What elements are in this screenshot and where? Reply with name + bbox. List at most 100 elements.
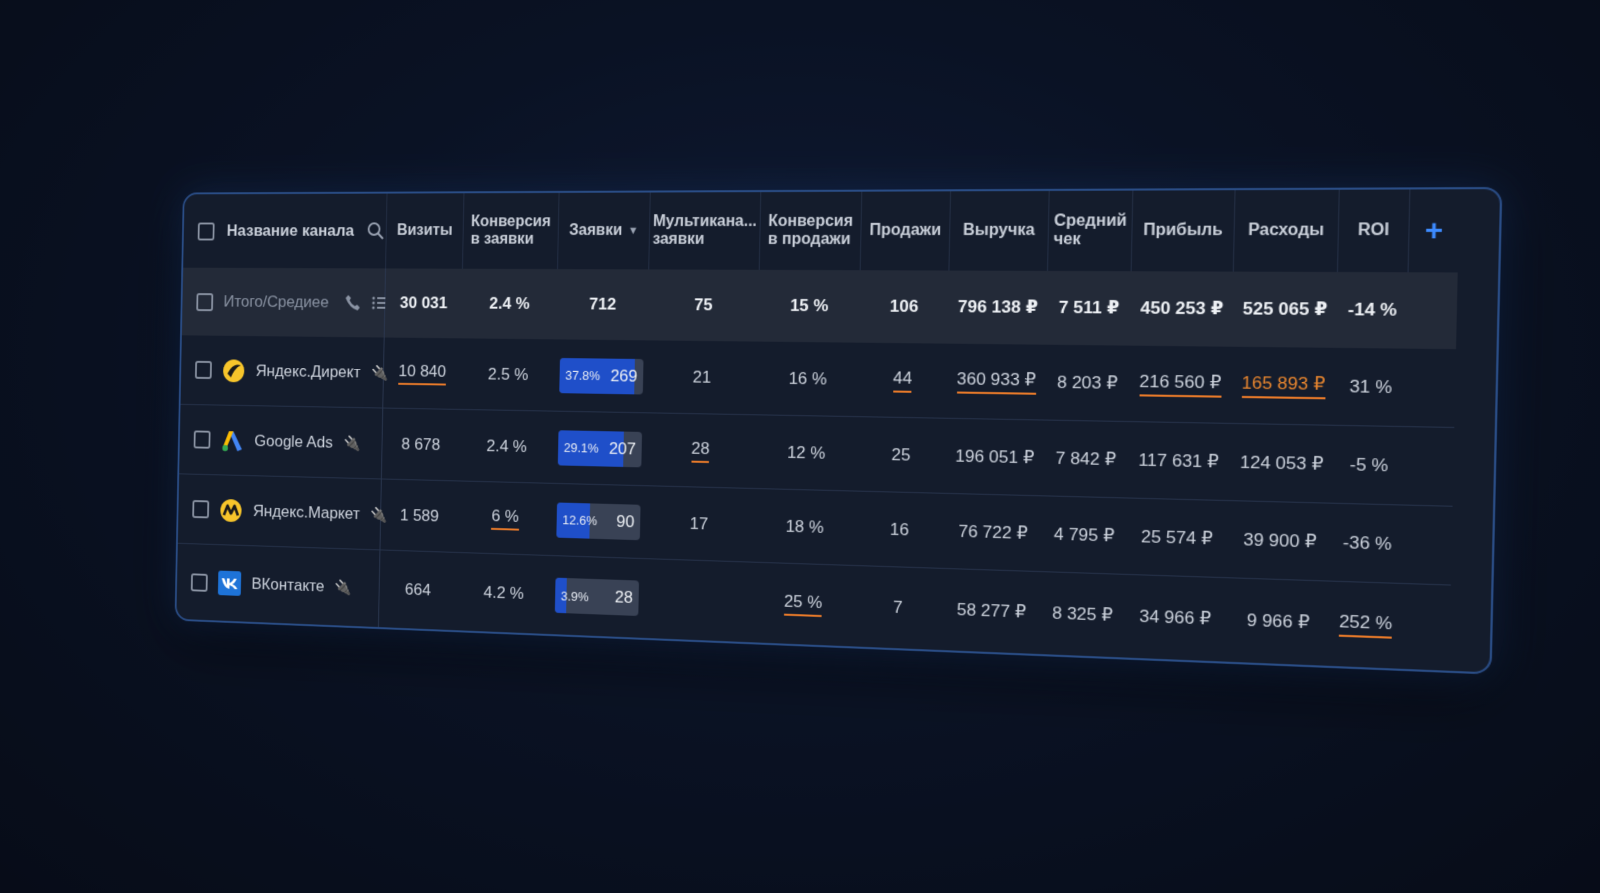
row-checkbox[interactable] [194,360,212,379]
table-row-name: Яндекс.Маркет 🔌 [177,474,388,551]
row-conv-sales: 18 % [753,488,857,566]
sort-down-icon: ▼ [627,225,639,237]
row-visits[interactable]: 10 840 [383,337,462,410]
plus-icon: + [1424,213,1444,247]
table-row-name: ВКонтакте 🔌 [176,543,381,628]
row-conv-sales: 12 % [755,415,858,492]
row-multichannel: 21 [646,340,759,416]
channel-name[interactable]: ВКонтакте [251,574,325,596]
row-revenue[interactable]: 360 933 ₽ [946,343,1047,421]
row-conv-leads[interactable]: 6 % [457,481,554,557]
header-profit[interactable]: Прибыль [1131,190,1236,272]
channel-name[interactable]: Google Ads [254,431,333,452]
row-checkbox[interactable] [193,430,211,449]
row-roi: -36 % [1331,503,1404,584]
row-expenses[interactable]: 165 893 ₽ [1230,346,1337,426]
row-leads[interactable]: 3.9% 28 [551,556,644,638]
total-visits: 30 031 [384,268,463,339]
header-leads[interactable]: Заявки ▼ [557,192,651,270]
search-icon[interactable] [367,221,386,240]
leads-bar: 29.1% 207 [557,429,643,467]
google-ads-logo-icon [221,428,244,453]
row-visits: 664 [404,580,432,600]
row-multichannel: 17 [643,486,756,563]
header-sales[interactable]: Продажи [860,191,952,271]
channel-name[interactable]: Яндекс.Маркет [252,501,360,523]
header-visits[interactable]: Визиты [385,193,465,269]
row-empty [1403,427,1455,507]
row-expenses: 39 900 ₽ [1227,501,1333,582]
row-profit[interactable]: 216 560 ₽ [1128,345,1233,424]
row-sales[interactable]: 44 [857,342,948,419]
row-empty [1401,505,1453,586]
row-expenses: 9 966 ₽ [1246,610,1310,633]
row-revenue: 196 051 ₽ [944,418,1045,497]
row-avg-check: 8 325 ₽ [1051,603,1114,626]
row-revenue: 76 722 ₽ [943,493,1044,573]
row-expenses: 124 053 ₽ [1228,423,1335,504]
plug-icon: 🔌 [343,435,361,452]
table-row-name: Google Ads 🔌 [179,404,384,480]
row-avg-check: 7 842 ₽ [1043,420,1129,499]
table-row-name: Яндекс.Директ 🔌 [180,335,389,409]
row-roi: -5 % [1332,425,1406,506]
row-conv-leads: 2.5 % [460,338,557,412]
leads-bar: 3.9% 28 [554,577,640,616]
header-revenue[interactable]: Выручка [949,190,1050,271]
row-profit: 117 631 ₽ [1126,422,1231,502]
total-revenue: 796 138 ₽ [947,270,1049,345]
row-conv-leads: 2.4 % [458,409,556,484]
total-empty [1406,272,1458,350]
header-channel: Название канала [183,193,388,269]
row-leads[interactable]: 29.1% 207 [553,411,647,487]
row-multichannel[interactable]: 28 [644,413,757,489]
total-checkbox[interactable] [196,292,214,311]
row-sales: 7 [892,597,903,618]
row-conv-leads: 4.2 % [483,582,525,603]
row-checkbox[interactable] [190,572,208,592]
row-roi[interactable]: 252 % [1329,582,1401,669]
header-conv-leads[interactable]: Конверсия в заявки [462,192,560,270]
leads-bar: 37.8% 269 [559,357,644,395]
total-roi: -14 % [1336,271,1409,349]
total-label: Итого/Средиее [223,292,329,312]
row-leads[interactable]: 12.6% 90 [552,483,645,560]
total-conv-leads: 2.4 % [461,268,558,340]
row-sales: 25 [856,417,947,494]
total-leads: 712 [556,269,650,341]
total-row-name: Итого/Средиее [181,267,389,338]
header-expenses[interactable]: Расходы [1233,189,1340,272]
row-profit: 34 966 ₽ [1139,606,1212,629]
row-empty [1400,584,1451,671]
row-leads[interactable]: 37.8% 269 [555,339,648,414]
phone-icon[interactable] [345,294,362,311]
total-avg-check: 7 511 ₽ [1046,270,1132,346]
total-sales: 106 [859,270,950,344]
header-multichannel[interactable]: Мультикана... заявки [649,192,762,270]
row-empty [1405,348,1457,428]
row-checkbox[interactable] [192,500,210,519]
row-visits: 1 589 [380,479,459,553]
vk-logo-icon [217,570,242,596]
header-conv-sales[interactable]: Конверсия в продажи [759,191,863,271]
leads-bar: 12.6% 90 [556,502,641,540]
yandex-direct-logo-icon [222,358,245,383]
select-all-checkbox[interactable] [197,222,215,240]
total-expenses: 525 065 ₽ [1232,271,1339,348]
header-roi[interactable]: ROI [1338,189,1411,273]
row-conv-sales[interactable]: 25 % [752,563,854,647]
row-conv-sales: 16 % [756,341,860,418]
add-column-button[interactable]: + [1409,189,1460,272]
row-visits: 8 678 [381,408,461,482]
row-multichannel [642,559,754,642]
header-avg-check[interactable]: Средний чек [1048,190,1134,272]
header-channel-label: Название канала [226,221,355,240]
row-revenue: 58 277 ₽ [956,599,1027,622]
yandex-market-logo-icon [219,497,242,522]
row-profit: 25 574 ₽ [1125,498,1229,579]
channel-name[interactable]: Яндекс.Директ [255,361,361,381]
row-roi: 31 % [1334,347,1407,428]
channels-table: Название канала Визиты Конверсия в заявки… [174,186,1503,675]
row-avg-check: 4 795 ₽ [1041,496,1127,575]
plug-icon: 🔌 [335,579,353,597]
